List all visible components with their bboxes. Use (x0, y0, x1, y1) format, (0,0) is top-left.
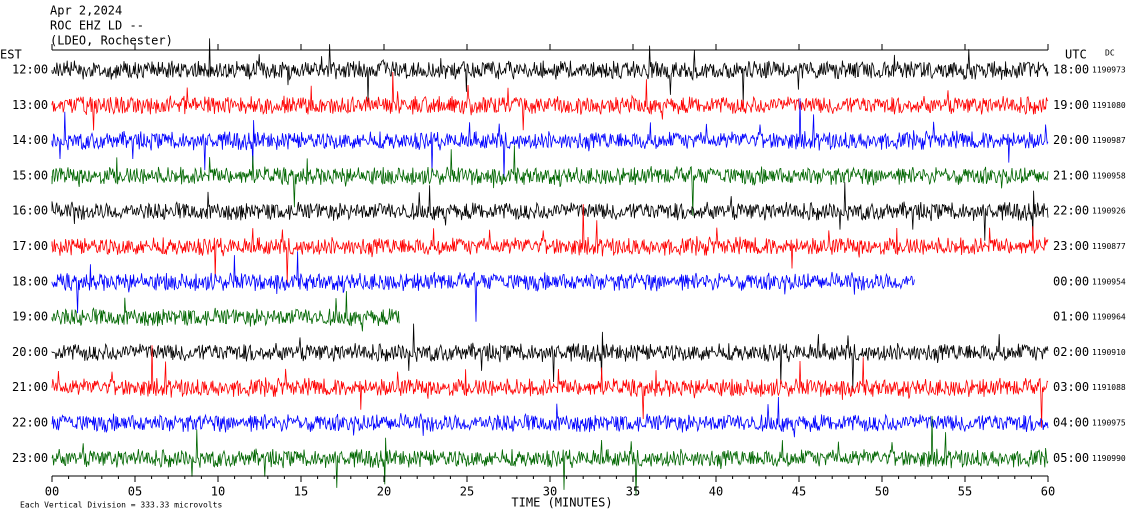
dc-label: DC (1105, 49, 1115, 58)
trace (51, 204, 1049, 284)
utc-label: 18:00 (1053, 63, 1089, 77)
x-tick-label: 30 (543, 485, 557, 499)
utc-label: 21:00 (1053, 168, 1089, 182)
est-label: 17:00 (12, 239, 48, 253)
x-label: TIME (MINUTES) (511, 496, 612, 510)
est-label: 23:00 (12, 451, 48, 465)
trace (51, 345, 1049, 428)
left-zone: EST (0, 48, 22, 62)
est-label: 19:00 (12, 310, 48, 324)
x-tick-label: 55 (958, 485, 972, 499)
count-label: 1190975 (1092, 419, 1126, 428)
trace (51, 182, 1049, 241)
utc-label: 05:00 (1053, 451, 1089, 465)
footer: Each Vertical Division = 333.33 microvol… (20, 501, 222, 510)
date: Apr 2,2024 (50, 4, 122, 18)
utc-label: 02:00 (1053, 345, 1089, 359)
traces (51, 38, 1049, 496)
trace (51, 71, 1049, 131)
trace (51, 396, 1049, 438)
trace (51, 415, 1049, 496)
est-label: 18:00 (12, 274, 48, 288)
x-tick-label: 45 (792, 485, 806, 499)
count-label: 1190926 (1092, 207, 1126, 216)
x-tick-label: 15 (294, 485, 308, 499)
utc-label: 03:00 (1053, 380, 1089, 394)
est-label: 15:00 (12, 168, 48, 182)
x-tick-label: 10 (211, 485, 225, 499)
x-tick-label: 35 (626, 485, 640, 499)
x-tick-label: 60 (1041, 485, 1055, 499)
count-label: 1190954 (1092, 277, 1126, 286)
x-tick-label: 20 (377, 485, 391, 499)
utc-label: 20:00 (1053, 133, 1089, 147)
est-label: 22:00 (12, 416, 48, 430)
count-label: 1191080 (1092, 101, 1126, 110)
est-label: 20:00 (12, 345, 48, 359)
count-label: 1190958 (1092, 171, 1126, 180)
est-label: 21:00 (12, 380, 48, 394)
est-label: 12:00 (12, 63, 48, 77)
est-label: 13:00 (12, 98, 48, 112)
utc-label: 00:00 (1053, 274, 1089, 288)
count-label: 1190973 (1092, 66, 1126, 75)
trace (51, 145, 1049, 216)
utc-label: 01:00 (1053, 310, 1089, 324)
utc-label: 19:00 (1053, 98, 1089, 112)
trace (51, 38, 1049, 105)
trace (51, 323, 1049, 390)
x-tick-label: 25 (460, 485, 474, 499)
utc-label: 23:00 (1053, 239, 1089, 253)
trace (51, 291, 400, 332)
x-tick-label: 40 (709, 485, 723, 499)
count-label: 1190877 (1092, 242, 1126, 251)
x-tick-label: 05 (128, 485, 142, 499)
utc-label: 22:00 (1053, 204, 1089, 218)
network: (LDEO, Rochester) (50, 34, 173, 48)
x-tick-label: 50 (875, 485, 889, 499)
count-label: 1190990 (1092, 454, 1126, 463)
est-label: 16:00 (12, 204, 48, 218)
count-label: 1190910 (1092, 348, 1126, 357)
count-label: 1190964 (1092, 313, 1126, 322)
station: ROC EHZ LD -- (50, 19, 144, 33)
utc-label: 04:00 (1053, 416, 1089, 430)
trace (51, 251, 915, 322)
right-zone: UTC (1065, 48, 1087, 62)
trace (51, 98, 1049, 178)
count-label: 1190987 (1092, 136, 1126, 145)
count-label: 1191088 (1092, 383, 1126, 392)
x-tick-label: 00 (45, 485, 59, 499)
est-label: 14:00 (12, 133, 48, 147)
